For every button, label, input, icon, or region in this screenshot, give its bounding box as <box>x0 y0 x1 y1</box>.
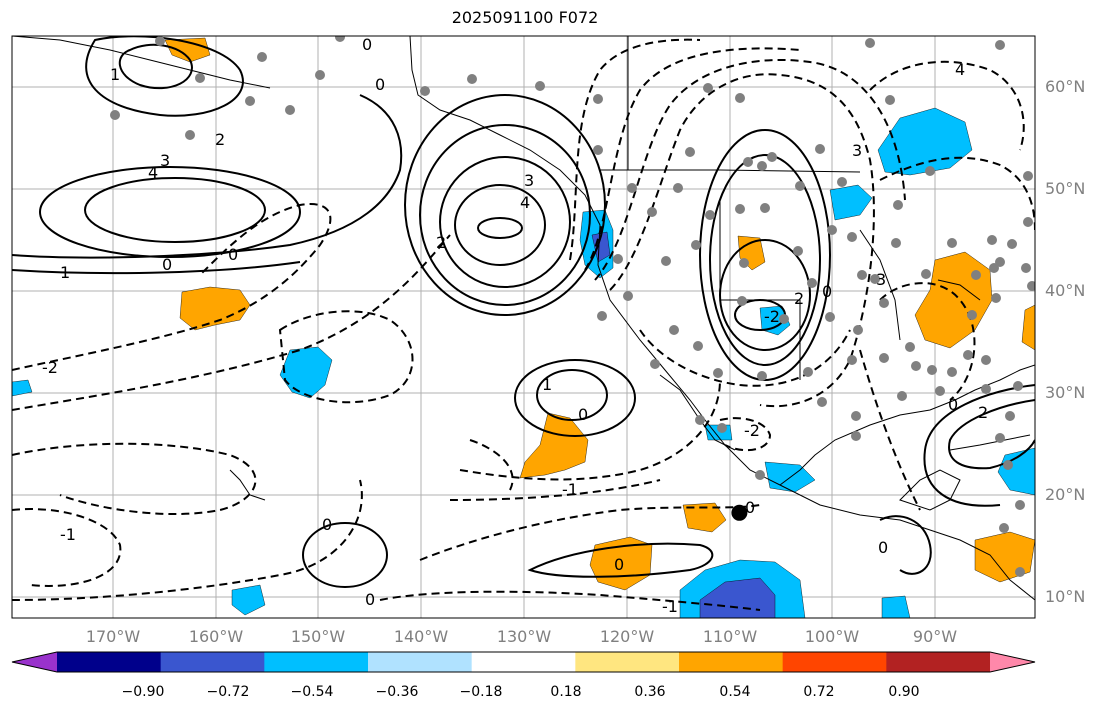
lon-label: 130°W <box>496 627 552 646</box>
lon-label: 100°W <box>804 627 860 646</box>
colorbar-segment <box>782 652 887 672</box>
contour-label: -2 <box>764 307 780 326</box>
contour-label: 0 <box>822 282 832 301</box>
grid-lines <box>12 36 1035 618</box>
positive-anomaly-area <box>179 286 251 331</box>
station-marker-dot <box>731 504 748 521</box>
contour-label: 0 <box>375 75 385 94</box>
positive-contours <box>12 36 1035 588</box>
contour-label: -2 <box>744 421 760 440</box>
contour-label: 2 <box>436 233 446 252</box>
lat-label: 60°N <box>1045 77 1086 96</box>
lon-label: 90°W <box>912 627 958 646</box>
station-markers <box>110 36 1035 577</box>
lon-label: 110°W <box>702 627 758 646</box>
colorbar-tick-label: −0.72 <box>206 684 250 700</box>
negative-anomaly-area <box>231 584 266 616</box>
negative-anomaly-area <box>759 305 791 336</box>
colorbar-tick-label: −0.36 <box>375 684 419 700</box>
colorbar-segment <box>264 652 369 672</box>
negative-anomaly-area <box>881 595 911 618</box>
lon-label: 170°W <box>85 627 141 646</box>
contour-labels: 0 0 1 2 3 4 1 0 0 -2 -1 0 0 2 4 3 1 0 -1… <box>42 35 988 616</box>
contour-label: 0 <box>878 538 888 557</box>
contour-label: 3 <box>852 141 862 160</box>
colorbar-segment <box>679 652 784 672</box>
contour-label: 0 <box>365 590 375 609</box>
contour-label: 0 <box>614 555 624 574</box>
lon-label: 160°W <box>188 627 244 646</box>
colorbar-segment <box>575 652 680 672</box>
contour-label: 2 <box>978 403 988 422</box>
lat-label: 30°N <box>1045 383 1086 402</box>
colorbar-tick-label: −0.18 <box>459 684 503 700</box>
contour-label: 4 <box>520 193 530 212</box>
contour-label: 4 <box>148 163 158 182</box>
plot-area: 0 0 1 2 3 4 1 0 0 -2 -1 0 0 2 4 3 1 0 -1… <box>12 35 1035 618</box>
colorbar-tick-label: 0.18 <box>550 684 582 700</box>
negative-anomaly-area <box>829 184 873 221</box>
contour-label: 1 <box>542 375 552 394</box>
plot-frame <box>11 35 1036 619</box>
contour-label: -1 <box>60 525 76 544</box>
positive-anomaly-area <box>164 37 211 63</box>
negative-anomaly-area <box>997 447 1035 496</box>
contour-label: -1 <box>662 597 678 616</box>
colorbar <box>11 651 1036 673</box>
colorbar-tick-label: −0.54 <box>290 684 334 700</box>
contour-label: 0 <box>948 395 958 414</box>
contour-label: 0 <box>162 255 172 274</box>
lat-label: 40°N <box>1045 281 1086 300</box>
colorbar-tick-label: 0.36 <box>634 684 666 700</box>
colorbar-tick-label: −0.90 <box>121 684 165 700</box>
lat-label: 10°N <box>1045 587 1086 606</box>
positive-anomaly-area <box>1021 304 1035 351</box>
negative-anomaly-area <box>279 346 333 399</box>
colorbar-tick-label: 0.54 <box>719 684 751 700</box>
contour-label: 3 <box>524 171 534 190</box>
colorbar-segment <box>886 652 991 672</box>
colorbar-tick-label: 0.90 <box>888 684 920 700</box>
map-title: 2025091100 F072 <box>451 8 599 27</box>
contour-label: 2 <box>215 130 225 149</box>
colorbar-extend-max <box>990 652 1035 672</box>
colorbar-segment <box>57 652 162 672</box>
contour-label: 1 <box>110 65 120 84</box>
contour-label: -2 <box>42 358 58 377</box>
negative-contours <box>12 38 1035 611</box>
lon-label: 120°W <box>599 627 655 646</box>
lon-label: 140°W <box>393 627 449 646</box>
colorbar-tick-label: 0.72 <box>803 684 835 700</box>
negative-anomaly-area <box>12 379 33 397</box>
contour-label: 3 <box>160 151 170 170</box>
lat-label: 20°N <box>1045 485 1086 504</box>
positive-anomaly-area <box>519 412 589 479</box>
contour-label: 4 <box>955 60 965 79</box>
colorbar-segment <box>368 652 473 672</box>
strong-negative-area <box>699 577 776 618</box>
anomaly-fills <box>12 37 1035 618</box>
colorbar-segment <box>160 652 265 672</box>
contour-label: 0 <box>322 515 332 534</box>
contour-label: 0 <box>578 405 588 424</box>
contour-label: 0 <box>362 35 372 54</box>
colorbar-outline <box>11 651 1036 673</box>
contour-label: 0 <box>228 245 238 264</box>
colorbar-segment <box>471 652 576 672</box>
lon-label: 150°W <box>290 627 346 646</box>
positive-anomaly-area <box>682 502 727 533</box>
contour-label: -1 <box>562 480 578 499</box>
contour-label: 0 <box>745 498 755 517</box>
contour-label: 3 <box>876 270 886 289</box>
contour-label: 1 <box>60 263 70 282</box>
colorbar-extend-min <box>12 652 57 672</box>
contour-label: 2 <box>794 289 804 308</box>
lat-label: 50°N <box>1045 179 1086 198</box>
